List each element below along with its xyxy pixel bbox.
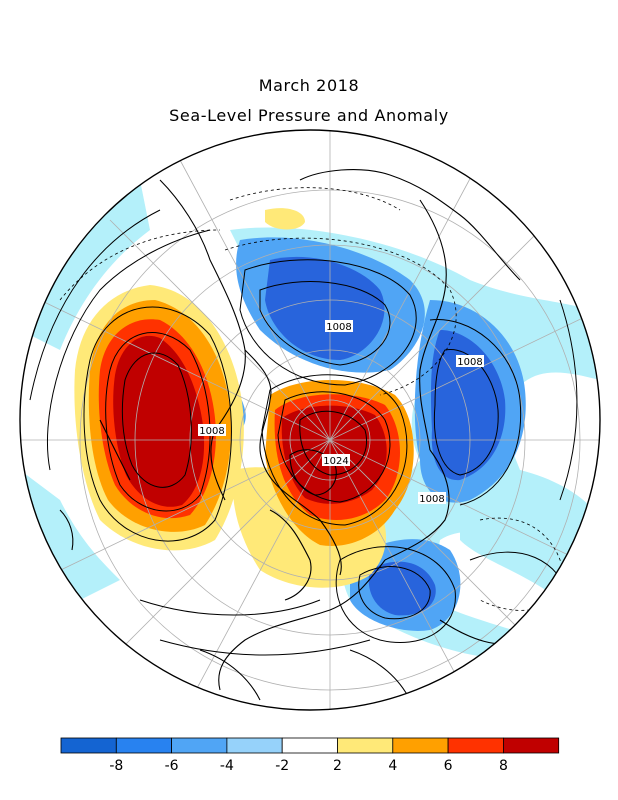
isobar-label: 1008 (325, 320, 353, 333)
map-title: March 2018 (258, 76, 360, 95)
legend-swatch (337, 737, 394, 754)
legend-swatch (392, 737, 449, 754)
legend-swatch (226, 737, 283, 754)
legend-tick-label: -6 (165, 758, 179, 774)
svg-text:1008: 1008 (457, 357, 482, 368)
isobar-label: 1008 (418, 492, 446, 505)
legend-tick-label: 2 (333, 758, 342, 774)
legend-swatch (447, 737, 504, 754)
isobar-labels: 1008 1008 1008 1024 1008 (198, 320, 484, 505)
legend-swatches (60, 737, 560, 754)
svg-text:1008: 1008 (326, 322, 351, 333)
legend-swatch (171, 737, 228, 754)
legend-tick-label: -4 (220, 758, 234, 774)
svg-text:1008: 1008 (199, 426, 224, 437)
legend-swatch (281, 737, 338, 754)
isobar-label: 1008 (198, 424, 226, 437)
legend-tick-label: 6 (444, 758, 453, 774)
dashed-contours (59, 187, 566, 611)
isobar-label: 1008 (456, 355, 484, 368)
graticule (20, 130, 600, 710)
svg-text:1024: 1024 (323, 456, 348, 467)
legend-tick-label: 8 (499, 758, 508, 774)
legend-swatch (115, 737, 173, 754)
legend-tick-label: -2 (275, 758, 289, 774)
legend-tick-labels: -8 -6 -4 -2 2 4 6 8 (109, 758, 508, 774)
coastlines (59, 169, 521, 701)
map-subtitle: Sea-Level Pressure and Anomaly (169, 106, 449, 125)
isobar-label: 1024 (322, 454, 350, 467)
legend-swatch (60, 737, 117, 754)
isobars (29, 209, 578, 656)
svg-text:1008: 1008 (419, 494, 444, 505)
legend-tick-label: 4 (388, 758, 397, 774)
legend-tick-label: -8 (109, 758, 123, 774)
map-border (19, 129, 601, 711)
legend-swatch (502, 737, 560, 754)
